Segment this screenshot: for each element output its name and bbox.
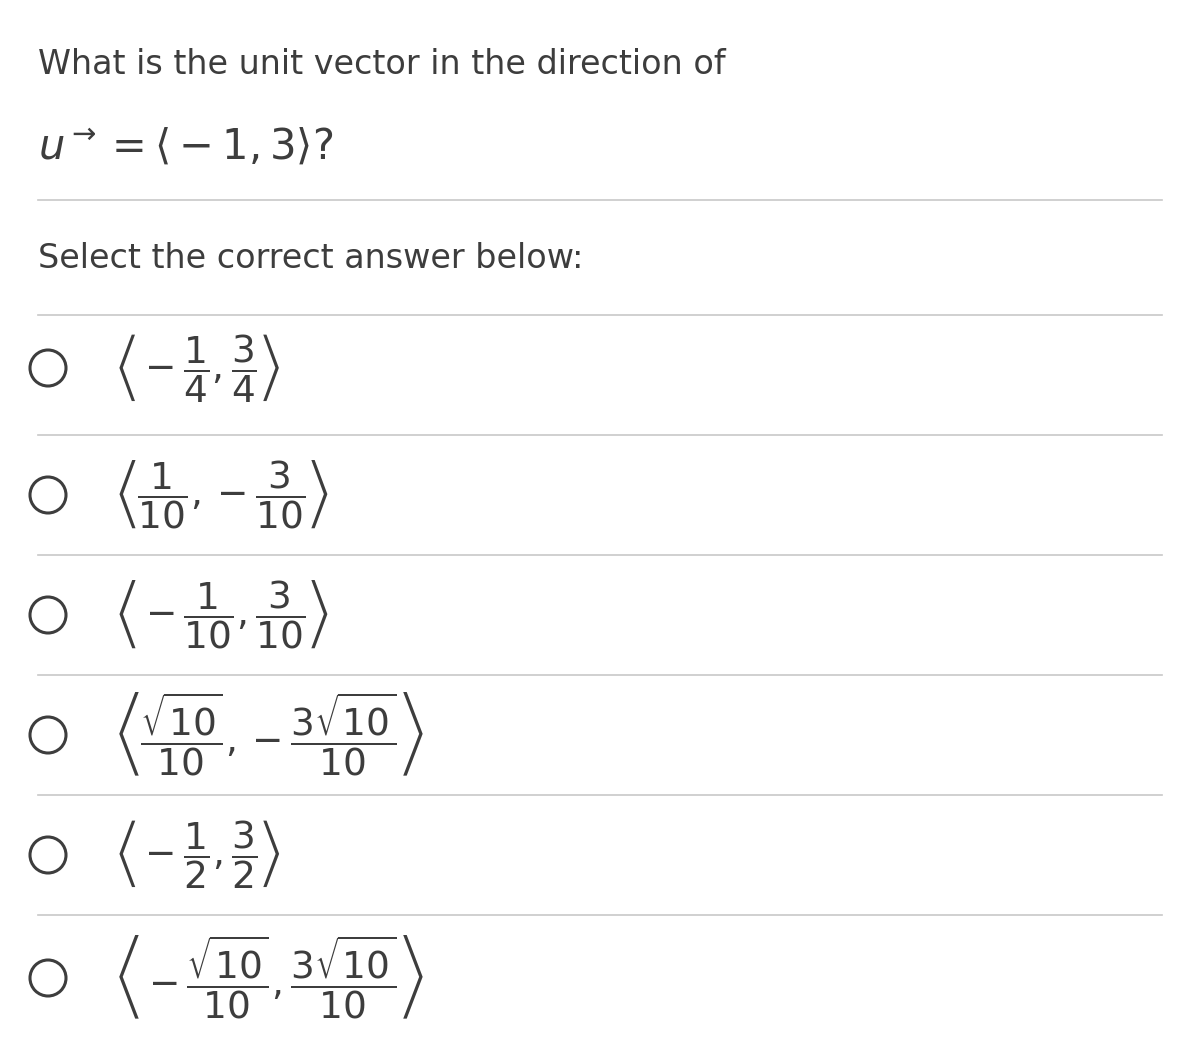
- Text: $\left\langle -\dfrac{1}{4}, \dfrac{3}{4} \right\rangle$: $\left\langle -\dfrac{1}{4}, \dfrac{3}{4…: [115, 332, 281, 404]
- Text: $\left\langle -\dfrac{\sqrt{10}}{10}, \dfrac{3\sqrt{10}}{10} \right\rangle$: $\left\langle -\dfrac{\sqrt{10}}{10}, \d…: [115, 933, 424, 1022]
- Text: $u^{\rightarrow}= \langle -1, 3\rangle$?: $u^{\rightarrow}= \langle -1, 3\rangle$?: [38, 127, 334, 169]
- Text: Select the correct answer below:: Select the correct answer below:: [38, 242, 583, 274]
- Text: What is the unit vector in the direction of: What is the unit vector in the direction…: [38, 49, 726, 81]
- Text: $\left\langle -\dfrac{1}{10}, \dfrac{3}{10} \right\rangle$: $\left\langle -\dfrac{1}{10}, \dfrac{3}{…: [115, 579, 329, 652]
- Text: $\left\langle -\dfrac{1}{2}, \dfrac{3}{2} \right\rangle$: $\left\langle -\dfrac{1}{2}, \dfrac{3}{2…: [115, 819, 281, 892]
- Text: $\left\langle \dfrac{1}{10}, -\dfrac{3}{10} \right\rangle$: $\left\langle \dfrac{1}{10}, -\dfrac{3}{…: [115, 459, 329, 531]
- Text: $\left\langle \dfrac{\sqrt{10}}{10}, -\dfrac{3\sqrt{10}}{10} \right\rangle$: $\left\langle \dfrac{\sqrt{10}}{10}, -\d…: [115, 690, 424, 779]
